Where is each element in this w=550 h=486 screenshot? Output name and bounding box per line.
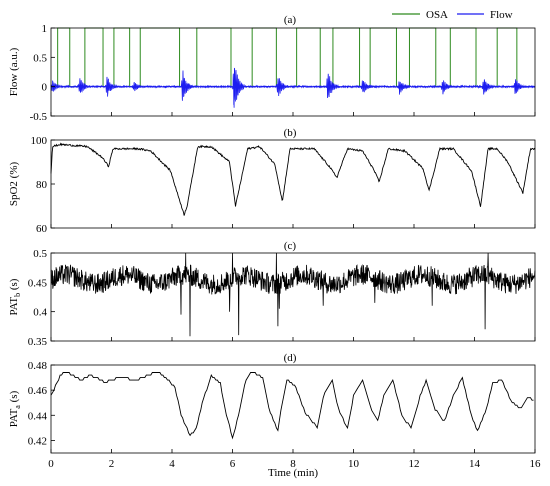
- legend-flow-label: Flow: [490, 9, 513, 21]
- panel-b-xticks: [50, 224, 536, 228]
- x-tick-label: 16: [530, 458, 542, 470]
- panel-c: (c) PATb (s) 0.35 0.4 0.45 0.5: [8, 240, 536, 348]
- x-tick-label: 0: [48, 458, 54, 470]
- legend-osa-label: OSA: [426, 9, 448, 21]
- panel-d-ytick-label: 0.44: [28, 410, 48, 422]
- panel-d-ytick-label: 0.42: [28, 435, 47, 447]
- panel-a-frame: [50, 27, 536, 117]
- panel-a-ytick-label: -0.5: [30, 111, 48, 123]
- panel-d-ytick-label: 0.48: [28, 360, 48, 372]
- panel-c-plot: [50, 252, 536, 337]
- panel-d-xticks: 0 2 4 6 8 10 12 14 16: [48, 449, 541, 470]
- panel-b-frame: [50, 139, 536, 229]
- panel-c-label: (c): [284, 240, 297, 252]
- x-tick-label: 4: [169, 458, 175, 470]
- x-tick-label: 8: [290, 458, 296, 470]
- panel-b-yticks: 60 80 100: [31, 135, 55, 235]
- panel-a-plot: [50, 27, 536, 108]
- osa-series-line: [51, 27, 535, 88]
- x-tick-label: 14: [469, 458, 481, 470]
- panel-a-ytick-label: 1: [42, 23, 48, 35]
- panel-d: (d) PATa (s) 0.42 0.44 0.46 0.48 0 2 4 6 8 10 12 1…: [8, 352, 541, 479]
- panel-a-xticks: [50, 112, 536, 116]
- x-tick-label: 10: [348, 458, 360, 470]
- x-axis-label: Time (min): [268, 467, 318, 479]
- x-tick-label: 2: [109, 458, 115, 470]
- panel-b: (b) SpO2 (%) 60 80 100: [8, 127, 536, 235]
- panel-b-plot: [50, 142, 536, 216]
- panel-c-ytick-label: 0.4: [33, 307, 47, 319]
- panel-c-ytick-label: 0.5: [33, 248, 47, 260]
- panel-a-yticks: -0.5 0 0.5 1: [30, 23, 55, 123]
- legend: OSA Flow: [392, 9, 513, 21]
- panel-c-frame: [50, 252, 536, 342]
- x-tick-label: 12: [409, 458, 420, 470]
- panel-d-ytick-label: 0.46: [28, 385, 48, 397]
- panel-a: (a) Flow (a.u.) -0.5 0 0.5 1 OSA Flow: [8, 9, 536, 123]
- panel-b-label: (b): [284, 127, 297, 139]
- panel-b-ytick-label: 80: [36, 179, 48, 191]
- panel-c-yticks: 0.35 0.4 0.45 0.5: [28, 248, 55, 348]
- panel-a-ylabel: Flow (a.u.): [8, 47, 20, 96]
- spo2-series-line: [50, 142, 536, 216]
- panel-a-ytick-label: 0: [42, 82, 48, 94]
- panel-b-ytick-label: 100: [31, 135, 48, 147]
- x-tick-label: 6: [230, 458, 236, 470]
- pat-b-series-line: [50, 252, 536, 337]
- panel-b-ytick-label: 60: [36, 223, 48, 235]
- panel-d-yticks: 0.42 0.44 0.46 0.48: [28, 360, 55, 447]
- panel-c-ylabel: PATb (s): [8, 278, 22, 315]
- panel-c-ytick-label: 0.35: [28, 336, 48, 348]
- panel-d-plot: [50, 372, 534, 440]
- panel-a-ytick-label: 0.5: [33, 52, 47, 64]
- panel-d-label: (d): [284, 352, 297, 364]
- panel-d-ylabel: PATa (s): [8, 390, 22, 427]
- panel-b-ylabel: SpO2 (%): [8, 162, 20, 207]
- panel-c-ytick-label: 0.45: [28, 277, 48, 289]
- flow-series-line: [50, 67, 536, 108]
- panel-c-xticks: [50, 337, 536, 341]
- pat-a-series-line: [50, 372, 534, 440]
- panel-a-label: (a): [284, 14, 297, 26]
